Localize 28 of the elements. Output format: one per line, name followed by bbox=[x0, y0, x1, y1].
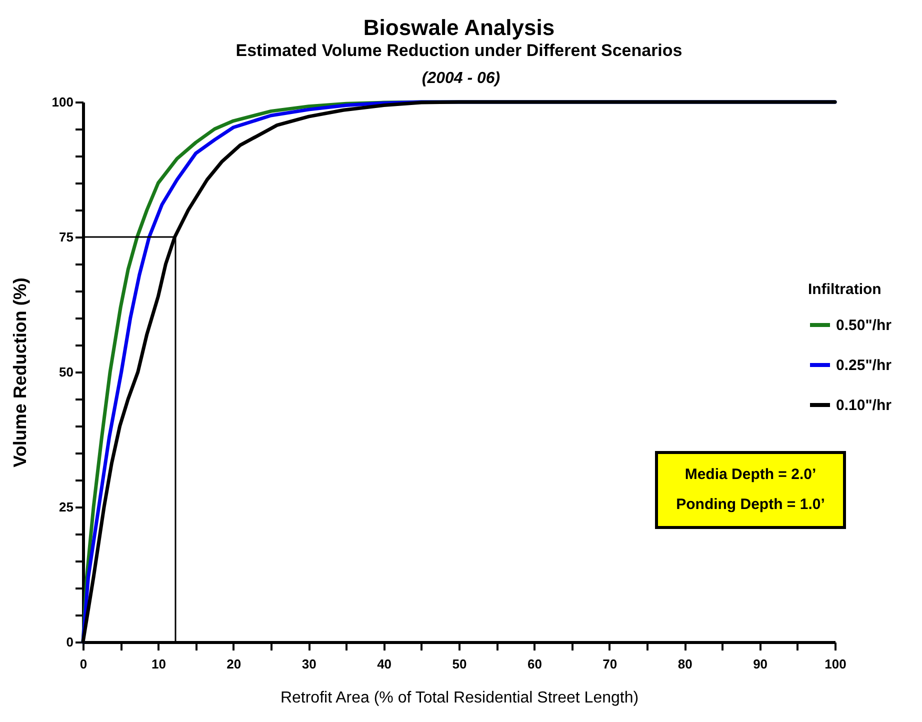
legend-label: 0.50"/hr bbox=[836, 317, 892, 334]
x-tick-label: 0 bbox=[80, 656, 88, 672]
y-tick-label: 0 bbox=[66, 634, 74, 650]
x-axis-title: Retrofit Area (% of Total Residential Street Length) bbox=[280, 690, 639, 706]
legend-label: 0.25"/hr bbox=[836, 357, 892, 374]
x-tick-label: 60 bbox=[527, 656, 542, 672]
annotation: Media Depth = 2.0’ bbox=[684, 465, 818, 485]
note-box: Media Depth = 2.0’ Ponding Depth = 1.0’ bbox=[655, 451, 846, 529]
x-tick-label: 30 bbox=[302, 656, 316, 672]
x-tick-label: 40 bbox=[377, 656, 392, 672]
x-tick-label: 80 bbox=[678, 656, 692, 672]
y-tick-label: 25 bbox=[59, 500, 74, 514]
x-tick-label: 50 bbox=[452, 656, 467, 672]
chart-title: Bioswale Analysis bbox=[363, 15, 555, 40]
y-tick-label: 75 bbox=[59, 230, 74, 244]
x-tick-label: 100 bbox=[824, 656, 846, 672]
x-tick-label: 90 bbox=[753, 656, 768, 672]
y-axis-title: Volume Reduction (%) bbox=[10, 278, 30, 468]
chart-subtitle: Estimated Volume Reduction under Different Scenarios bbox=[236, 41, 682, 60]
y-tick-label: 100 bbox=[52, 94, 74, 110]
legend-title: Infiltration bbox=[808, 281, 882, 298]
text: (2004 - 06) bbox=[420, 70, 502, 88]
x-tick-label: 20 bbox=[226, 656, 242, 672]
annotation: Ponding Depth = 1.0’ bbox=[675, 495, 826, 515]
legend-label: 0.10"/hr bbox=[836, 397, 892, 414]
y-tick-label: 50 bbox=[59, 364, 74, 380]
x-tick-label: 10 bbox=[151, 656, 166, 672]
x-tick-label: 70 bbox=[602, 656, 618, 672]
